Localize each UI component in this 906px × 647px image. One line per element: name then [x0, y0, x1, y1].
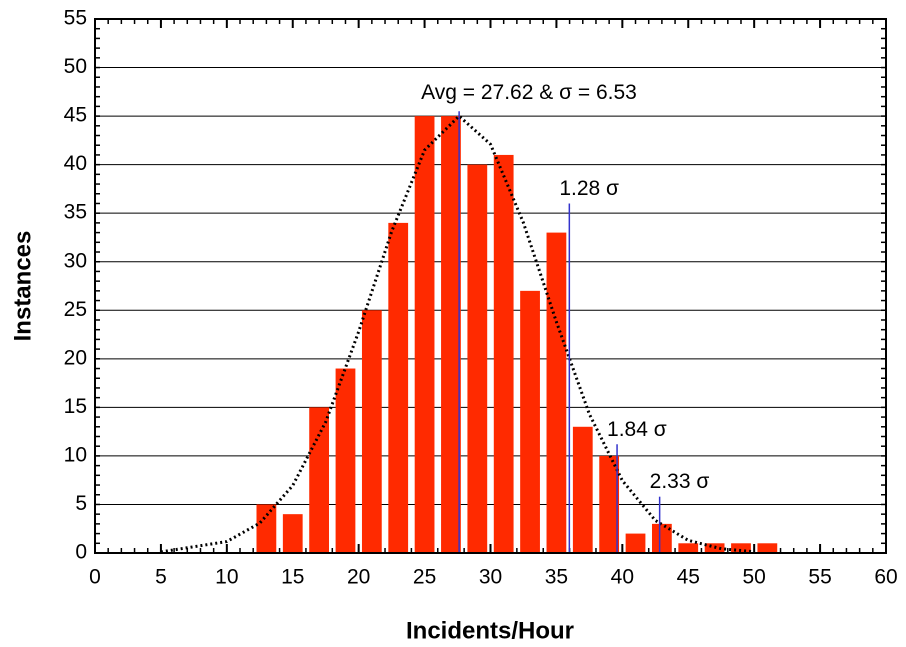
fit-curve	[160, 114, 755, 554]
x-tick-label: 55	[808, 566, 831, 589]
y-tick-label: 25	[64, 298, 87, 321]
bar	[493, 154, 514, 553]
y-tick-label: 10	[64, 443, 87, 466]
reference-label: 1.28 σ	[559, 177, 619, 200]
y-tick-label: 20	[64, 346, 87, 369]
y-tick-label: 5	[75, 492, 87, 515]
bar	[731, 543, 751, 553]
x-tick-label: 25	[413, 566, 436, 589]
plot-frame	[94, 18, 887, 554]
bar	[388, 222, 409, 553]
x-tick-label: 60	[874, 566, 897, 589]
bar	[757, 543, 778, 553]
y-tick-label: 15	[64, 395, 87, 418]
y-tick-label: 40	[64, 152, 87, 175]
bar	[414, 116, 435, 553]
x-tick-label: 50	[742, 566, 765, 589]
bar	[520, 290, 540, 553]
bar	[572, 426, 593, 553]
bar	[678, 543, 699, 553]
bar	[441, 116, 461, 553]
reference-label: 2.33 σ	[650, 470, 710, 493]
x-tick-label: 10	[215, 566, 238, 589]
reference-label: 1.84 σ	[607, 418, 667, 441]
bar	[625, 533, 646, 553]
y-axis-label: Instances	[9, 231, 36, 342]
y-tick-label: 45	[64, 104, 87, 127]
x-axis-label: Incidents/Hour	[406, 617, 574, 644]
y-tick-label: 35	[64, 201, 87, 224]
x-tick-label: 15	[281, 566, 304, 589]
x-tick-label: 45	[677, 566, 700, 589]
bar	[309, 407, 330, 553]
bar	[256, 504, 277, 553]
x-tick-label: 20	[347, 566, 370, 589]
x-tick-label: 30	[479, 566, 502, 589]
x-tick-label: 0	[89, 566, 101, 589]
x-tick-label: 5	[155, 566, 167, 589]
y-tick-label: 50	[64, 55, 87, 78]
bar	[282, 514, 303, 553]
y-tick-label: 0	[75, 541, 87, 564]
x-tick-label: 40	[611, 566, 634, 589]
bar	[599, 455, 620, 553]
y-tick-label: 30	[64, 249, 87, 272]
bar	[335, 368, 356, 553]
bar	[546, 232, 567, 553]
bar	[361, 310, 382, 553]
reference-label: Avg = 27.62 & σ = 6.53	[421, 81, 637, 104]
y-tick-label: 55	[64, 7, 87, 30]
bar	[467, 164, 488, 554]
x-tick-label: 35	[545, 566, 568, 589]
bar	[651, 523, 672, 553]
